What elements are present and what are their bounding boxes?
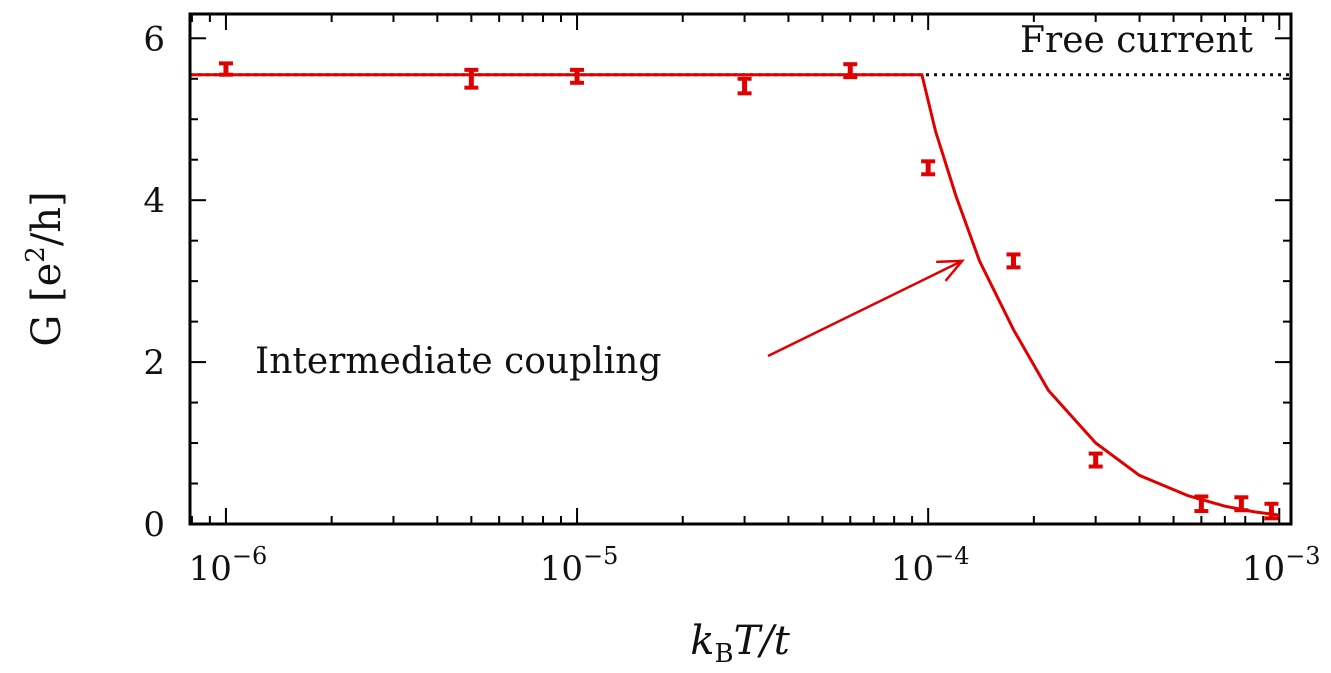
annotation-arrowhead [936, 259, 965, 282]
y-tick-label: 2 [143, 343, 165, 383]
y-tick-label: 0 [143, 505, 165, 545]
x-tick-label: 10−4 [891, 542, 970, 589]
free-current-label: Free current [1020, 20, 1253, 61]
data-series [190, 61, 1280, 521]
x-tick-label: 10−5 [540, 542, 619, 589]
y-tick-label: 6 [143, 19, 165, 59]
fit-curve [190, 73, 1280, 517]
axis-labels: 10−6 10−5 10−4 10−3 0 2 4 6 kBT/t G [e2/h] [21, 19, 1321, 669]
data-point [570, 67, 585, 85]
axis-ticks [190, 14, 1291, 525]
annotation-group: Intermediate coupling [255, 259, 965, 382]
data-point [1006, 252, 1021, 270]
data-point [1264, 501, 1279, 521]
data-point [737, 76, 752, 96]
y-tick-label: 4 [143, 181, 165, 221]
free-current-reference: Free current [190, 20, 1291, 77]
plot-frame [188, 12, 1293, 526]
annotation-label: Intermediate coupling [255, 341, 661, 382]
annotation-arrow [767, 259, 963, 358]
data-point [218, 61, 233, 77]
data-point [1088, 451, 1103, 469]
x-tick-label: 10−6 [189, 542, 268, 589]
data-point [464, 67, 479, 90]
x-tick-label: 10−3 [1242, 542, 1321, 589]
y-axis-title: G [e2/h] [21, 191, 70, 346]
x-axis-title: kBT/t [690, 618, 791, 669]
data-point [921, 159, 936, 177]
